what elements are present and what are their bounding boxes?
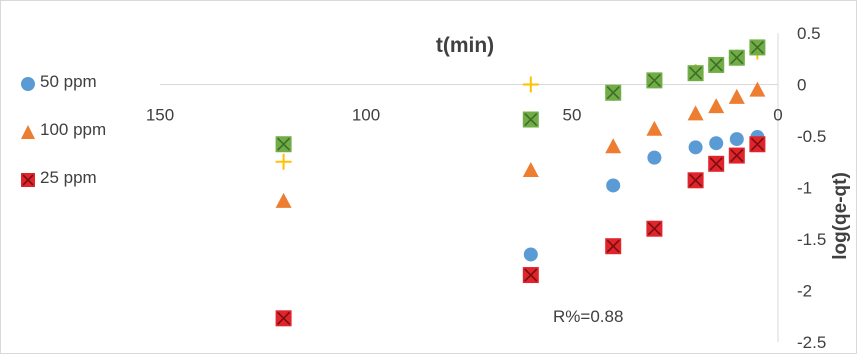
data-point bbox=[708, 155, 725, 172]
data-point bbox=[647, 150, 662, 165]
data-point bbox=[728, 49, 745, 66]
data-point bbox=[275, 310, 292, 327]
data-point bbox=[605, 84, 622, 101]
legend-label-25ppm: 25 ppm bbox=[40, 168, 97, 187]
r-value-annotation: R%=0.88 bbox=[553, 307, 623, 326]
legend-item-100ppm: 100 ppm bbox=[20, 120, 130, 146]
data-point bbox=[687, 172, 704, 189]
x-tick-label: 50 bbox=[563, 106, 582, 125]
data-point bbox=[522, 161, 539, 177]
x-square-marker-icon bbox=[21, 173, 35, 187]
y-tick-labels: 0.5 0 -0.5 -1 -1.5 -2 -2.5 bbox=[797, 24, 826, 352]
y-tick-label: 0 bbox=[797, 76, 806, 95]
series-2 bbox=[275, 136, 766, 327]
data-point bbox=[522, 76, 539, 93]
data-point bbox=[729, 132, 744, 147]
y-tick-label: -2.5 bbox=[797, 333, 826, 352]
data-point bbox=[275, 136, 292, 153]
data-point bbox=[687, 105, 704, 121]
x-tick-label: 150 bbox=[146, 106, 174, 125]
data-point bbox=[709, 136, 724, 151]
data-point bbox=[606, 178, 621, 193]
y-tick-label: 0.5 bbox=[797, 24, 821, 43]
data-point bbox=[708, 98, 725, 114]
circle-marker-icon bbox=[21, 77, 35, 91]
series-1 bbox=[275, 81, 766, 208]
data-point bbox=[728, 147, 745, 164]
data-point bbox=[749, 39, 766, 56]
data-point bbox=[522, 267, 539, 284]
data-point bbox=[749, 81, 766, 97]
series-layer bbox=[275, 39, 766, 327]
data-point bbox=[522, 111, 539, 128]
data-point bbox=[646, 120, 663, 136]
series-4 bbox=[275, 39, 766, 153]
data-point bbox=[687, 65, 704, 82]
x-axis-title: t(min) bbox=[436, 34, 494, 57]
y-axis-title: log(qe-qt) bbox=[830, 172, 851, 260]
x-tick-label: 0 bbox=[773, 106, 782, 125]
data-point bbox=[728, 88, 745, 104]
data-point bbox=[708, 56, 725, 73]
y-tick-label: -1 bbox=[797, 179, 812, 198]
data-point bbox=[275, 153, 292, 170]
x-tick-labels: 150 100 50 0 bbox=[146, 106, 783, 125]
data-point bbox=[646, 72, 663, 89]
data-point bbox=[523, 247, 538, 262]
series-0 bbox=[523, 130, 765, 262]
legend-item-25ppm: 25 ppm bbox=[20, 168, 130, 194]
data-point bbox=[605, 138, 622, 154]
x-tick-label: 100 bbox=[352, 106, 380, 125]
y-tick-label: -1.5 bbox=[797, 230, 826, 249]
data-point bbox=[688, 140, 703, 155]
y-tick-label: -0.5 bbox=[797, 127, 826, 146]
legend: 50 ppm 100 ppm 25 ppm bbox=[20, 72, 130, 216]
legend-label-50ppm: 50 ppm bbox=[40, 72, 97, 91]
data-point bbox=[275, 192, 292, 208]
data-point bbox=[646, 220, 663, 237]
axes-layer bbox=[160, 33, 779, 342]
data-point bbox=[749, 136, 766, 153]
legend-item-50ppm: 50 ppm bbox=[20, 72, 130, 98]
triangle-marker-icon bbox=[21, 125, 35, 139]
data-point bbox=[605, 238, 622, 255]
legend-label-100ppm: 100 ppm bbox=[40, 120, 107, 139]
y-tick-label: -2 bbox=[797, 282, 812, 301]
